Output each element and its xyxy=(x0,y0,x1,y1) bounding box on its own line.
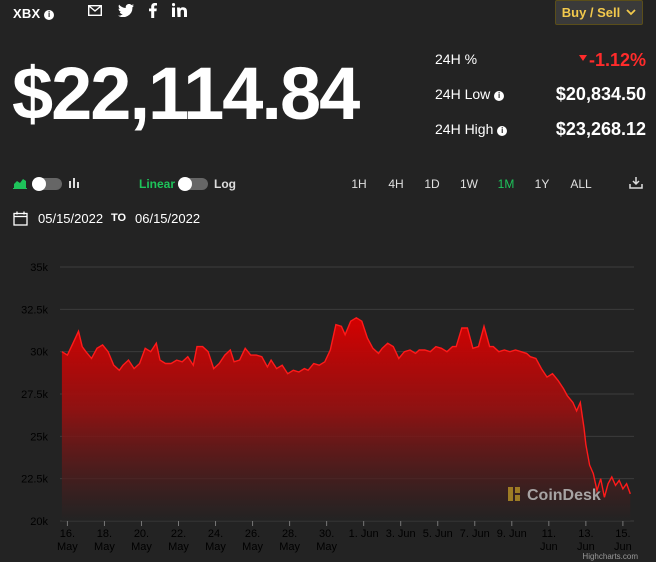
x-tick-label: May xyxy=(131,541,152,553)
low-label: 24H Low i xyxy=(435,86,505,102)
x-tick-label: 16. xyxy=(60,528,75,540)
x-tick-label: 18. xyxy=(97,528,112,540)
linear-scale-label[interactable]: Linear xyxy=(139,177,176,191)
x-tick-label: May xyxy=(279,541,300,553)
x-tick-label: 15. xyxy=(615,528,630,540)
high-label: 24H High i xyxy=(435,121,508,137)
x-tick-label: Jun xyxy=(577,541,595,553)
date-from-input[interactable]: 05/15/2022 xyxy=(38,211,104,226)
range-tab-1y[interactable]: 1Y xyxy=(534,177,550,191)
info-icon[interactable]: i xyxy=(44,10,55,20)
price-line xyxy=(61,316,631,498)
x-tick-label: May xyxy=(205,541,226,553)
x-tick-label: 7. Jun xyxy=(460,528,490,540)
date-to-label: TO xyxy=(111,212,127,224)
high-value: $23,268.12 xyxy=(555,119,646,139)
y-tick-label: 35k xyxy=(30,262,48,274)
coindesk-watermark: CoinDesk xyxy=(508,487,601,504)
calendar-icon[interactable] xyxy=(13,211,28,231)
down-arrow-icon xyxy=(579,48,587,66)
download-icon[interactable] xyxy=(629,176,643,194)
info-icon[interactable]: i xyxy=(494,91,505,101)
ticker-symbol: XBX i xyxy=(13,6,55,21)
linkedin-icon[interactable] xyxy=(172,3,187,17)
chart-type-toggle[interactable] xyxy=(32,177,62,191)
range-tab-1h[interactable]: 1H xyxy=(351,177,367,191)
coindesk-brand-text: CoinDesk xyxy=(527,487,601,504)
range-tab-1m[interactable]: 1M xyxy=(497,177,515,191)
y-tick-label: 27.5k xyxy=(21,389,48,401)
x-tick-label: Jun xyxy=(614,541,632,553)
log-scale-label[interactable]: Log xyxy=(214,177,236,191)
x-tick-label: 11. xyxy=(542,528,556,540)
x-tick-label: May xyxy=(316,541,337,553)
twitter-icon[interactable] xyxy=(118,4,134,17)
range-tab-1w[interactable]: 1W xyxy=(460,177,478,191)
x-tick-label: 30. xyxy=(319,528,334,540)
scale-toggle[interactable] xyxy=(178,177,208,191)
range-tab-4h[interactable]: 4H xyxy=(388,177,404,191)
low-value: $20,834.50 xyxy=(555,84,646,104)
change-value: -1.12% xyxy=(588,50,646,70)
x-tick-label: May xyxy=(94,541,115,553)
x-tick-label: 22. xyxy=(171,528,186,540)
x-tick-label: 26. xyxy=(245,528,260,540)
range-tab-all[interactable]: ALL xyxy=(570,177,592,191)
x-tick-label: 3. Jun xyxy=(386,528,416,540)
x-tick-label: May xyxy=(168,541,189,553)
y-tick-label: 22.5k xyxy=(21,474,48,486)
info-icon[interactable]: i xyxy=(497,126,508,136)
current-price: $22,114.84 xyxy=(12,52,360,135)
x-tick-label: May xyxy=(242,541,263,553)
highcharts-credit[interactable]: Highcharts.com xyxy=(582,552,638,561)
buy-sell-button[interactable]: Buy / Sell xyxy=(555,0,643,25)
y-tick-label: 20k xyxy=(30,516,48,528)
x-tick-label: May xyxy=(57,541,78,553)
change-label: 24H % xyxy=(435,51,478,67)
x-tick-label: 9. Jun xyxy=(497,528,527,540)
y-tick-label: 32.5k xyxy=(21,304,48,316)
area-chart-icon[interactable] xyxy=(13,176,27,194)
candlestick-icon[interactable] xyxy=(68,176,80,194)
chevron-down-icon xyxy=(626,9,636,16)
x-tick-label: Jun xyxy=(540,541,558,553)
x-tick-label: 1. Jun xyxy=(349,528,379,540)
email-icon[interactable] xyxy=(88,5,102,16)
price-area xyxy=(61,317,631,521)
y-tick-label: 30k xyxy=(30,347,48,359)
x-tick-label: 24. xyxy=(208,528,223,540)
x-tick-label: 28. xyxy=(282,528,297,540)
x-tick-label: 13. xyxy=(578,528,593,540)
x-tick-label: 5. Jun xyxy=(423,528,453,540)
facebook-icon[interactable] xyxy=(149,3,157,18)
y-tick-label: 25k xyxy=(30,431,48,443)
x-tick-label: 20. xyxy=(134,528,149,540)
date-to-input[interactable]: 06/15/2022 xyxy=(135,211,201,226)
range-tab-1d[interactable]: 1D xyxy=(424,177,440,191)
